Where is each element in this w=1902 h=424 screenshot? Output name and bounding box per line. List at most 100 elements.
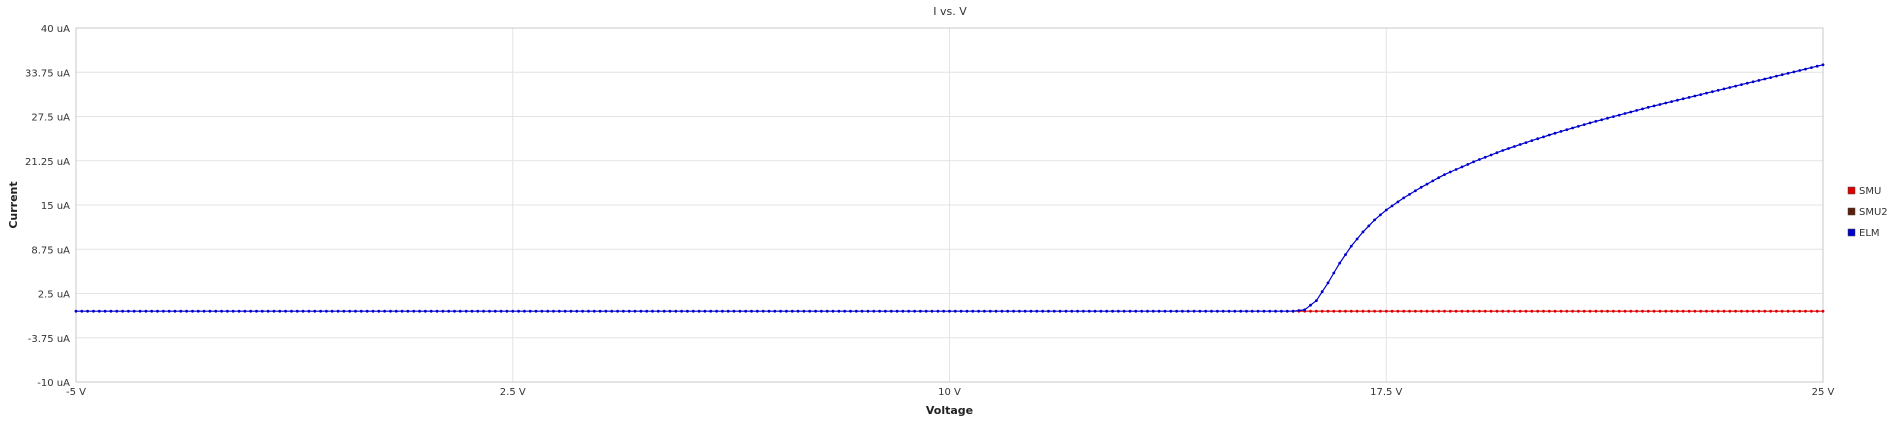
data-point <box>1448 170 1452 174</box>
data-point <box>435 309 439 313</box>
data-point <box>994 309 998 313</box>
data-point <box>1513 145 1516 148</box>
data-point <box>1652 309 1656 313</box>
data-point <box>977 309 980 313</box>
data-point <box>889 309 893 313</box>
data-point <box>464 309 468 313</box>
data-point <box>1501 309 1505 313</box>
data-point <box>1641 309 1644 313</box>
data-point <box>1332 271 1336 275</box>
data-point <box>412 309 416 313</box>
data-point <box>1606 116 1609 120</box>
data-point <box>616 309 619 313</box>
data-point <box>354 309 357 313</box>
data-point <box>249 309 253 313</box>
data-point <box>1035 309 1039 313</box>
data-point <box>744 309 748 313</box>
data-point <box>1745 81 1749 85</box>
data-point <box>1518 309 1522 313</box>
data-point <box>1111 309 1114 313</box>
x-tick-label: 2.5 V <box>500 387 526 398</box>
data-point <box>1204 309 1208 313</box>
data-point <box>738 309 742 313</box>
data-point <box>1210 309 1213 313</box>
data-point <box>604 309 608 313</box>
data-point <box>220 309 224 313</box>
data-point <box>849 309 852 313</box>
data-point <box>1536 137 1540 141</box>
data-point <box>156 309 159 313</box>
data-point <box>1355 237 1359 241</box>
data-point <box>1792 309 1796 313</box>
data-point <box>1384 208 1388 212</box>
data-point <box>470 309 474 313</box>
data-point <box>1483 309 1487 313</box>
data-point <box>1559 130 1563 133</box>
data-point <box>1612 309 1615 313</box>
data-point <box>1821 309 1825 313</box>
data-point <box>1326 309 1330 313</box>
data-point <box>1495 151 1499 155</box>
data-point <box>1297 309 1301 312</box>
data-point <box>1810 309 1813 313</box>
data-point <box>1466 309 1470 313</box>
data-point <box>377 309 381 313</box>
data-point <box>1431 309 1435 313</box>
data-point <box>418 309 421 313</box>
data-point <box>336 309 340 313</box>
data-point <box>1291 309 1295 313</box>
legend-label: SMU2 <box>1859 207 1888 218</box>
data-point <box>1693 94 1697 98</box>
data-point <box>1151 309 1155 313</box>
data-point <box>1361 309 1365 313</box>
data-point <box>132 309 136 313</box>
data-point <box>1186 309 1190 313</box>
data-point <box>1431 179 1435 183</box>
data-point <box>680 309 683 313</box>
plot-area-frame <box>75 27 1824 383</box>
data-point <box>1530 309 1534 313</box>
data-point <box>721 309 724 313</box>
data-point <box>1524 309 1528 313</box>
y-tick-label: 40 uA <box>41 24 70 35</box>
data-point <box>1728 309 1732 313</box>
data-point <box>1600 118 1604 122</box>
data-point <box>1239 309 1243 313</box>
data-point <box>1425 309 1429 313</box>
data-point <box>814 309 817 313</box>
y-tick-label: 8.75 uA <box>31 245 70 256</box>
data-point <box>831 309 835 313</box>
data-point <box>1309 309 1312 313</box>
data-point <box>1728 86 1732 89</box>
data-point <box>1711 90 1714 94</box>
data-point <box>808 309 812 313</box>
data-point <box>1617 113 1621 117</box>
data-point <box>773 309 777 313</box>
data-point <box>1664 309 1668 313</box>
data-point <box>179 309 183 313</box>
data-point <box>1745 309 1749 313</box>
data-point <box>86 309 89 313</box>
data-point <box>1699 93 1703 96</box>
data-point <box>610 309 614 313</box>
data-point <box>1588 309 1592 313</box>
data-point <box>1582 123 1586 126</box>
data-point <box>290 309 293 313</box>
data-point <box>1047 309 1050 313</box>
data-point <box>1227 309 1231 313</box>
data-point <box>988 309 992 313</box>
data-point <box>1029 309 1033 313</box>
data-point <box>703 309 707 313</box>
legend-swatch <box>1847 207 1856 216</box>
data-point <box>1489 309 1493 313</box>
data-point <box>1006 309 1010 313</box>
data-point <box>872 309 876 313</box>
legend-swatch <box>1847 186 1856 195</box>
data-point <box>1489 153 1493 157</box>
data-point <box>1687 96 1691 99</box>
data-point <box>1303 308 1307 312</box>
x-tick-label: 25 V <box>1812 387 1835 398</box>
data-point <box>1798 69 1802 72</box>
data-point <box>1780 309 1784 313</box>
